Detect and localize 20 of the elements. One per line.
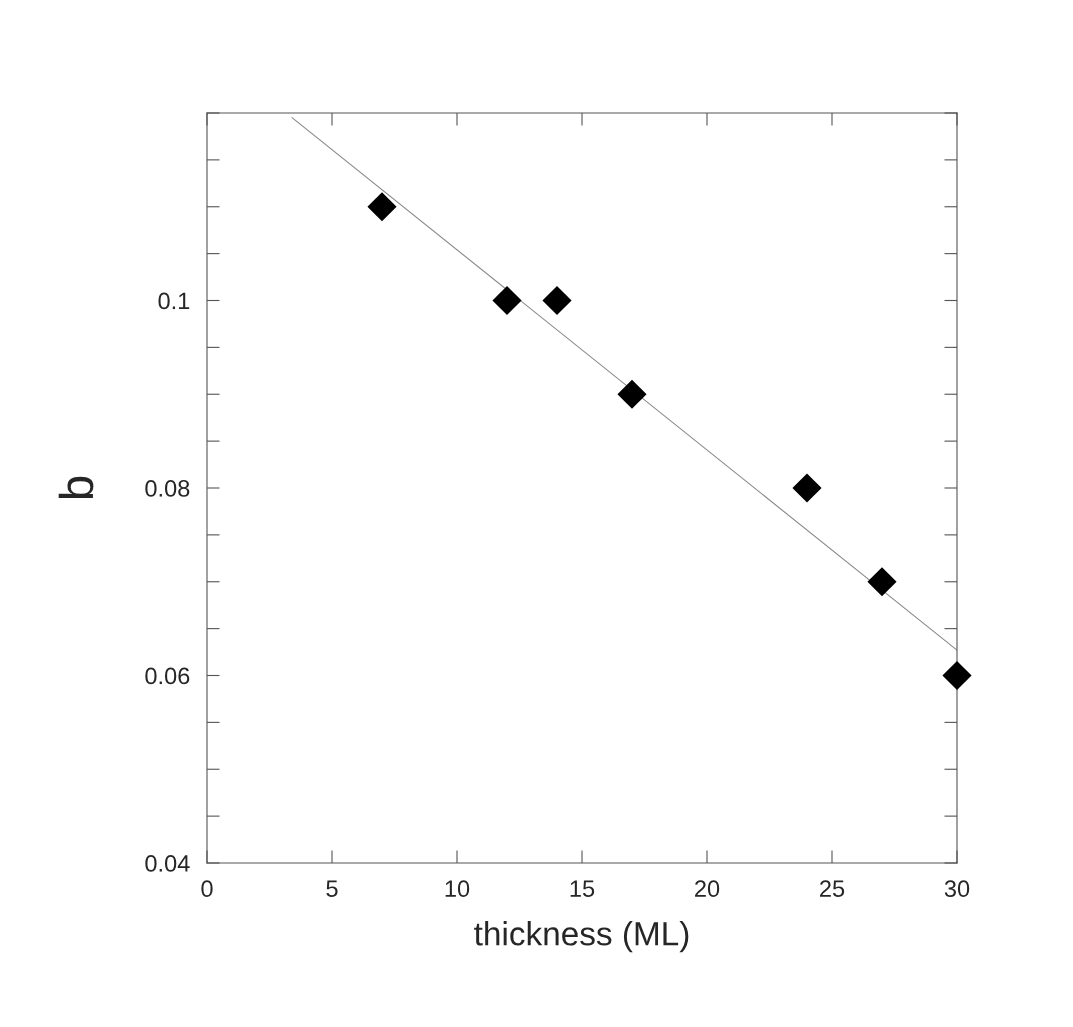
point [617,379,647,409]
x-tick-label: 30 [944,880,970,898]
x-tick-label: 20 [695,880,720,898]
point [867,567,897,597]
y-tick-label: 0.04 [145,855,190,872]
x-tick-label: 10 [445,880,470,898]
x-axis-title: thickness (ML) [474,921,689,953]
y-axis-title: b [58,476,94,499]
y-tick-label: 0.1 [158,292,190,310]
y-tick-label: 0.08 [145,480,190,497]
point [367,192,397,222]
x-tick-label: 5 [326,880,338,898]
x-tick-label: 0 [201,880,213,898]
point [542,285,572,316]
x-tick-label: 25 [820,880,845,898]
point [792,473,822,503]
point [942,660,972,691]
point [492,285,522,316]
x-tick-label: 15 [570,880,595,898]
y-tick-label: 0.06 [145,667,190,685]
